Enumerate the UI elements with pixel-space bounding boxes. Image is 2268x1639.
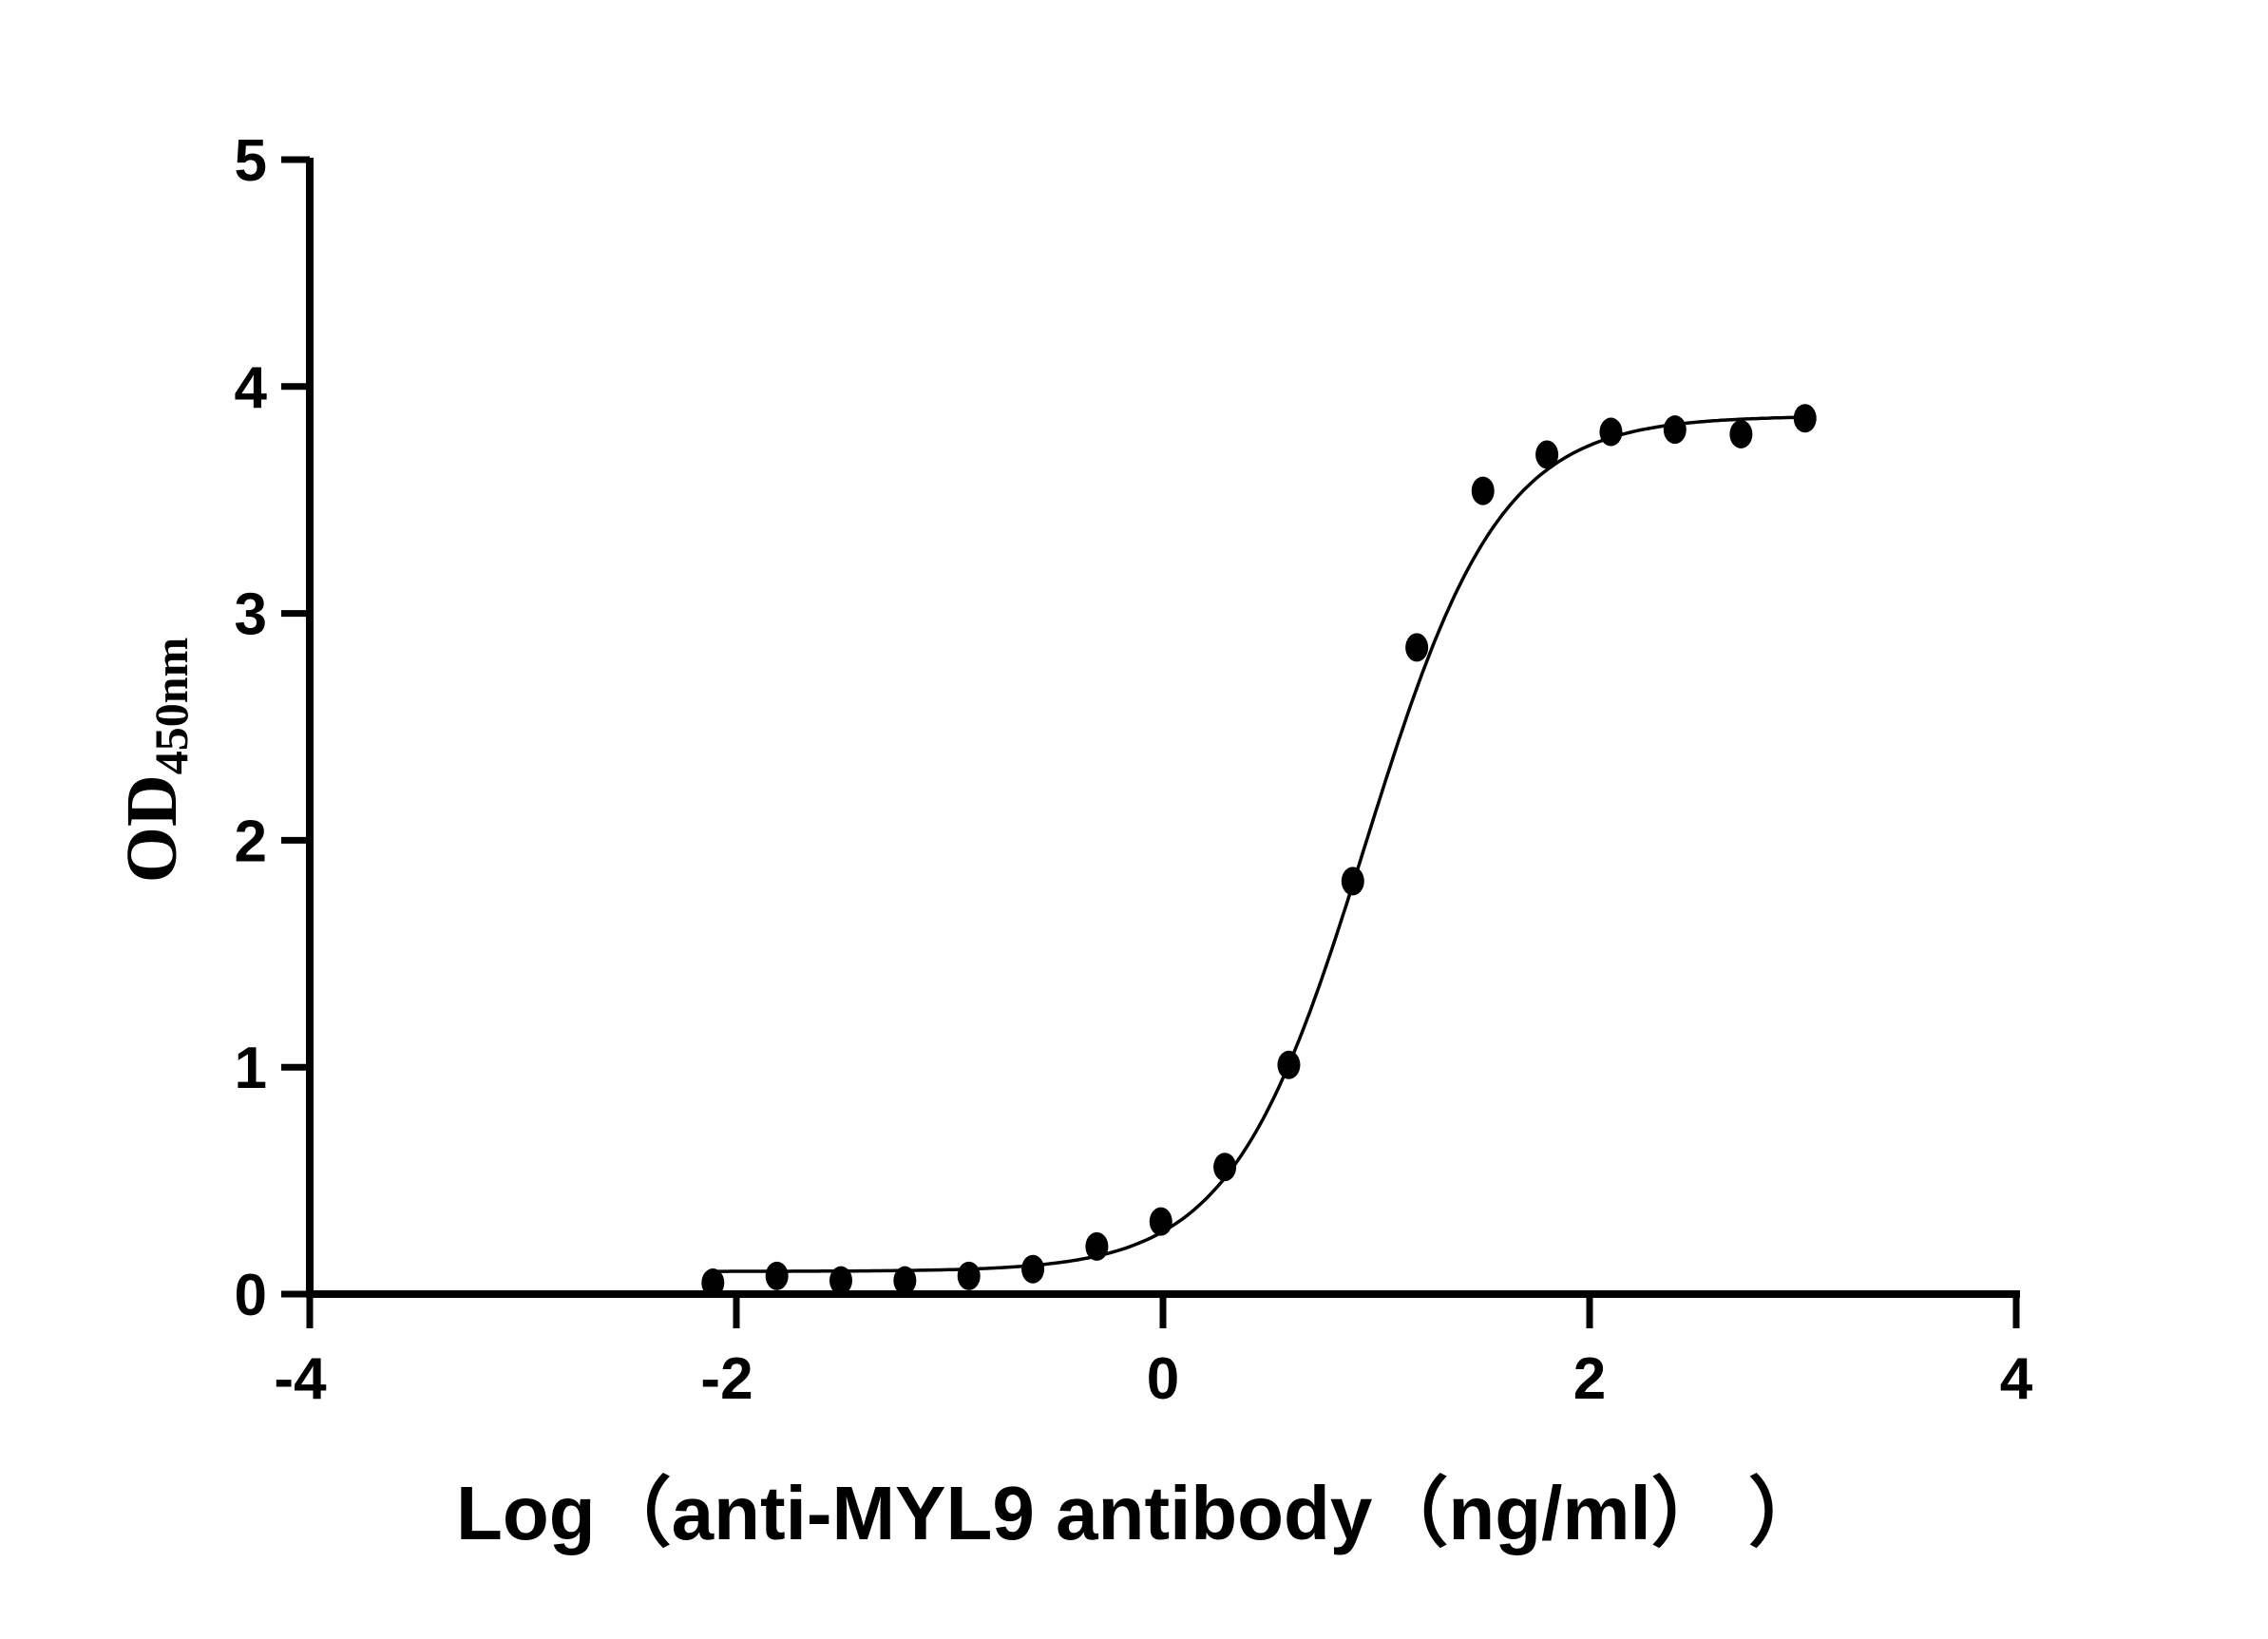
x-tick-label: 0	[1147, 1346, 1179, 1412]
data-point	[893, 1266, 917, 1295]
axes: 0 1 2 3 4 5 -4 -2 0 2 4	[235, 128, 2033, 1412]
data-point	[1405, 633, 1429, 662]
x-tick-label: -4	[274, 1346, 327, 1412]
y-tick-label: 5	[235, 128, 267, 194]
data-point	[1729, 419, 1753, 448]
data-point	[1535, 440, 1559, 469]
x-tick-label: 2	[1573, 1346, 1606, 1412]
y-tick-label: 1	[235, 1036, 267, 1101]
y-tick-label: 4	[235, 355, 268, 421]
data-point	[1599, 417, 1623, 447]
data-point	[1213, 1153, 1237, 1182]
x-axis-label: Log（anti-MYL9 antibody（ng/ml） ）	[456, 1471, 1824, 1555]
data-point	[829, 1266, 853, 1295]
data-point	[1021, 1254, 1045, 1284]
x-tick-label: 4	[2000, 1346, 2033, 1412]
y-tick-label: 0	[235, 1263, 267, 1328]
y-tick-label: 3	[235, 582, 267, 648]
data-point	[1341, 867, 1364, 896]
y-tick-label: 2	[235, 809, 267, 874]
data-point	[1663, 415, 1687, 445]
y-axis-label: OD450nm	[112, 638, 198, 883]
data-points	[701, 404, 1817, 1298]
data-point	[1793, 404, 1817, 433]
data-point	[701, 1268, 725, 1298]
data-point	[1277, 1050, 1301, 1079]
data-point	[1085, 1231, 1109, 1261]
data-point	[1149, 1207, 1172, 1236]
fit-curve	[713, 415, 1805, 1273]
data-point	[957, 1261, 981, 1290]
data-point	[1471, 476, 1495, 505]
data-point	[765, 1261, 789, 1290]
x-tick-label: -2	[700, 1346, 753, 1412]
